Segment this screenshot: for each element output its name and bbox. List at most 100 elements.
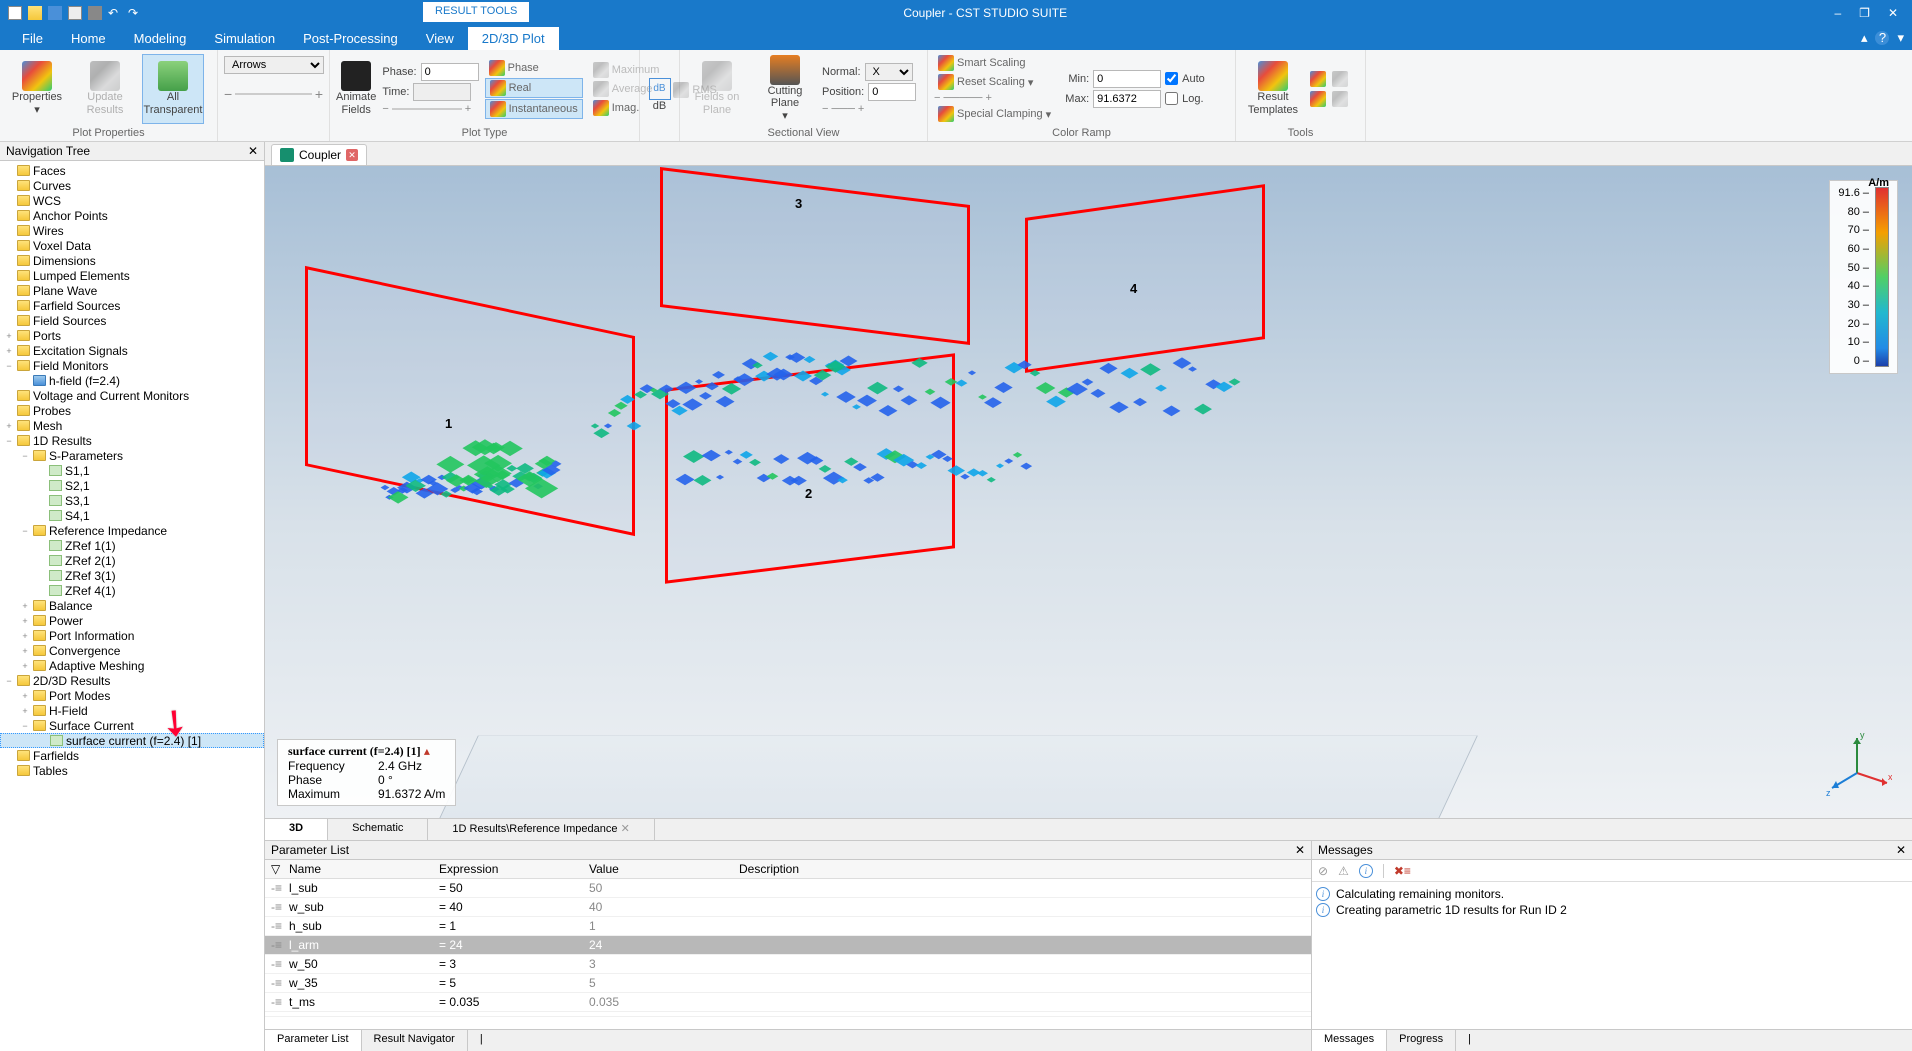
real-mode-button[interactable]: Real — [485, 78, 583, 98]
phase-mode-button[interactable]: Phase — [485, 59, 583, 77]
tree-item[interactable]: +H-Field — [0, 703, 264, 718]
document-tab-coupler[interactable]: Coupler ✕ — [271, 144, 367, 165]
tree-item[interactable]: WCS — [0, 193, 264, 208]
tool-icon-3[interactable] — [1332, 71, 1348, 87]
tab-messages[interactable]: Messages — [1312, 1030, 1387, 1051]
error-filter-icon[interactable]: ⊘ — [1318, 864, 1328, 878]
redo-icon[interactable]: ↷ — [128, 6, 142, 20]
tree-item[interactable]: Farfields — [0, 748, 264, 763]
view-tab[interactable]: Schematic — [328, 819, 428, 840]
copy-icon[interactable] — [68, 6, 82, 20]
maximize-button[interactable]: ❐ — [1859, 6, 1870, 20]
fields-on-plane-button[interactable]: Fields on Plane — [686, 54, 748, 124]
tree-item[interactable]: Curves — [0, 178, 264, 193]
save-icon[interactable] — [48, 6, 62, 20]
tree-item[interactable]: −Surface Current — [0, 718, 264, 733]
tab-parameter-list[interactable]: Parameter List — [265, 1030, 362, 1051]
tree-item[interactable]: h-field (f=2.4) — [0, 373, 264, 388]
tree-item[interactable]: Plane Wave — [0, 283, 264, 298]
tree-item[interactable]: S3,1 — [0, 493, 264, 508]
db-button[interactable]: dBdB — [646, 60, 673, 130]
menu-simulation[interactable]: Simulation — [200, 27, 289, 50]
menu-view[interactable]: View — [412, 27, 468, 50]
tree-item[interactable]: −Reference Impedance — [0, 523, 264, 538]
tree-item[interactable]: S4,1 — [0, 508, 264, 523]
menu-home[interactable]: Home — [57, 27, 120, 50]
tool-icon-4[interactable] — [1332, 91, 1348, 107]
navigation-tree[interactable]: FacesCurvesWCSAnchor PointsWiresVoxel Da… — [0, 161, 264, 1051]
tree-item[interactable]: ZRef 3(1) — [0, 568, 264, 583]
tree-item[interactable]: +Convergence — [0, 643, 264, 658]
arrows-select[interactable]: Arrows — [224, 56, 324, 74]
tree-item[interactable]: Farfield Sources — [0, 298, 264, 313]
tree-item[interactable]: +Balance — [0, 598, 264, 613]
info-filter-icon[interactable]: i — [1359, 864, 1373, 878]
tree-item[interactable]: ZRef 2(1) — [0, 553, 264, 568]
param-close-icon[interactable]: ✕ — [1295, 843, 1305, 857]
result-templates-button[interactable]: Result Templates — [1242, 54, 1304, 124]
tree-item[interactable]: Wires — [0, 223, 264, 238]
tree-item[interactable]: Voltage and Current Monitors — [0, 388, 264, 403]
tree-item[interactable]: +Port Information — [0, 628, 264, 643]
reset-scaling-button[interactable]: Reset Scaling ▾ — [934, 73, 1055, 91]
phase-input[interactable] — [421, 63, 479, 81]
tree-item[interactable]: +Ports — [0, 328, 264, 343]
param-row[interactable]: -≡w_35= 55 — [265, 974, 1311, 993]
view-tab[interactable]: 3D — [265, 819, 328, 840]
open-icon[interactable] — [28, 6, 42, 20]
tree-item[interactable]: +Port Modes — [0, 688, 264, 703]
normal-select[interactable]: X — [865, 63, 913, 81]
tool-icon-2[interactable] — [1310, 91, 1326, 107]
tree-item[interactable]: Lumped Elements — [0, 268, 264, 283]
menu-file[interactable]: File — [8, 27, 57, 50]
tree-item[interactable]: +Mesh — [0, 418, 264, 433]
param-row[interactable]: -≡t_ms= 0.0350.035 — [265, 993, 1311, 1012]
tree-item[interactable]: −Field Monitors — [0, 358, 264, 373]
param-row[interactable]: -≡w_sub= 4040 — [265, 898, 1311, 917]
properties-button[interactable]: Properties▾ — [6, 54, 68, 124]
instantaneous-button[interactable]: Instantaneous — [485, 99, 583, 119]
special-clamping-button[interactable]: Special Clamping ▾ — [934, 105, 1055, 123]
tree-item[interactable]: +Adaptive Meshing — [0, 658, 264, 673]
tree-item[interactable]: +Excitation Signals — [0, 343, 264, 358]
smart-scaling-button[interactable]: Smart Scaling — [934, 54, 1055, 72]
undo-icon[interactable]: ↶ — [108, 6, 122, 20]
tree-item[interactable]: −S-Parameters — [0, 448, 264, 463]
tree-item[interactable]: −2D/3D Results — [0, 673, 264, 688]
position-input[interactable] — [868, 83, 916, 101]
cutting-plane-button[interactable]: Cutting Plane▾ — [754, 54, 816, 124]
menu-2d-3d-plot[interactable]: 2D/3D Plot — [468, 27, 559, 50]
clear-msgs-icon[interactable]: ✖≡ — [1394, 864, 1411, 878]
tree-item[interactable]: +Power — [0, 613, 264, 628]
menu-modeling[interactable]: Modeling — [120, 27, 201, 50]
tree-item[interactable]: Tables — [0, 763, 264, 778]
print-icon[interactable] — [88, 6, 102, 20]
param-row[interactable]: -≡w_50= 33 — [265, 955, 1311, 974]
tree-item[interactable]: S2,1 — [0, 478, 264, 493]
tree-item[interactable]: ZRef 1(1) — [0, 538, 264, 553]
menu-post-processing[interactable]: Post-Processing — [289, 27, 412, 50]
tree-item[interactable]: ZRef 4(1) — [0, 583, 264, 598]
auto-checkbox[interactable] — [1165, 72, 1178, 85]
collapse-ribbon-icon[interactable]: ▴ — [1861, 30, 1868, 46]
all-transparent-button[interactable]: All Transparent — [142, 54, 204, 124]
param-row[interactable]: -≡l_sub= 5050 — [265, 879, 1311, 898]
min-input[interactable] — [1093, 70, 1161, 88]
tree-item[interactable]: Probes — [0, 403, 264, 418]
msg-close-icon[interactable]: ✕ — [1896, 843, 1906, 857]
tree-item[interactable]: S1,1 — [0, 463, 264, 478]
menu-dropdown-icon[interactable]: ▾ — [1897, 30, 1904, 46]
help-icon[interactable]: ? — [1875, 31, 1889, 45]
3d-viewport[interactable]: 1 3 2 4 surface current (f=2.4) [1] ▴ Fr… — [265, 166, 1912, 819]
param-row[interactable]: -≡l_arm= 2424 — [265, 936, 1311, 955]
tree-item[interactable]: Dimensions — [0, 253, 264, 268]
max-input[interactable] — [1093, 90, 1161, 108]
tool-icon-1[interactable] — [1310, 71, 1326, 87]
tree-item[interactable]: surface current (f=2.4) [1] — [0, 733, 264, 748]
tab-progress[interactable]: Progress — [1387, 1030, 1456, 1051]
close-doc-icon[interactable]: ✕ — [346, 149, 358, 161]
nav-close-icon[interactable]: ✕ — [248, 144, 258, 158]
new-icon[interactable] — [8, 6, 22, 20]
tree-item[interactable]: Voxel Data — [0, 238, 264, 253]
update-results-button[interactable]: Update Results — [74, 54, 136, 124]
